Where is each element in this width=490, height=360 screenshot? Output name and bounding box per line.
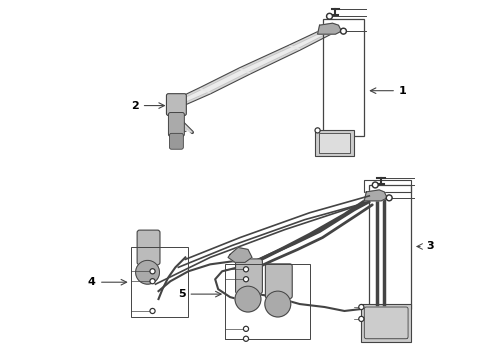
Polygon shape	[169, 100, 185, 111]
Circle shape	[245, 328, 247, 330]
Circle shape	[245, 338, 247, 340]
Circle shape	[244, 336, 248, 341]
Bar	[361, 304, 411, 342]
Circle shape	[360, 318, 363, 320]
FancyBboxPatch shape	[137, 230, 160, 265]
Circle shape	[326, 13, 333, 19]
Circle shape	[244, 267, 248, 272]
Circle shape	[359, 305, 364, 310]
Circle shape	[244, 277, 248, 282]
Circle shape	[317, 129, 319, 132]
Circle shape	[245, 278, 247, 280]
Circle shape	[245, 268, 247, 271]
Bar	[322, 19, 365, 136]
Bar	[365, 180, 411, 192]
Circle shape	[244, 327, 248, 331]
FancyBboxPatch shape	[365, 307, 408, 339]
Bar	[369, 185, 411, 309]
Polygon shape	[318, 23, 342, 34]
Polygon shape	[228, 247, 252, 262]
Polygon shape	[240, 46, 300, 73]
Bar	[366, 308, 407, 338]
Polygon shape	[169, 109, 180, 121]
Polygon shape	[290, 29, 335, 49]
Circle shape	[372, 182, 378, 188]
Text: 1: 1	[399, 86, 407, 96]
FancyBboxPatch shape	[170, 133, 183, 149]
Circle shape	[136, 260, 159, 284]
Circle shape	[386, 195, 392, 201]
Circle shape	[235, 286, 261, 312]
Bar	[318, 133, 350, 153]
Polygon shape	[200, 69, 250, 93]
Circle shape	[341, 28, 346, 34]
Circle shape	[150, 309, 155, 314]
Circle shape	[360, 306, 363, 308]
Circle shape	[151, 310, 154, 312]
Circle shape	[150, 279, 155, 284]
Circle shape	[328, 15, 331, 18]
Text: 3: 3	[426, 242, 434, 252]
Circle shape	[151, 280, 154, 283]
FancyBboxPatch shape	[169, 113, 184, 136]
Circle shape	[342, 30, 345, 33]
Polygon shape	[175, 89, 210, 104]
Polygon shape	[172, 118, 192, 132]
Text: 5: 5	[178, 289, 185, 299]
Polygon shape	[365, 190, 387, 201]
Circle shape	[150, 269, 155, 274]
FancyBboxPatch shape	[266, 264, 292, 298]
Circle shape	[374, 184, 377, 186]
Circle shape	[388, 196, 391, 199]
Circle shape	[315, 128, 320, 133]
Circle shape	[265, 291, 291, 317]
Bar	[315, 130, 354, 156]
Text: 4: 4	[88, 277, 96, 287]
Text: 2: 2	[131, 100, 139, 111]
Circle shape	[359, 316, 364, 321]
Bar	[131, 247, 188, 317]
FancyBboxPatch shape	[236, 259, 263, 294]
Bar	[225, 264, 310, 339]
FancyBboxPatch shape	[167, 94, 186, 116]
Circle shape	[151, 270, 154, 273]
